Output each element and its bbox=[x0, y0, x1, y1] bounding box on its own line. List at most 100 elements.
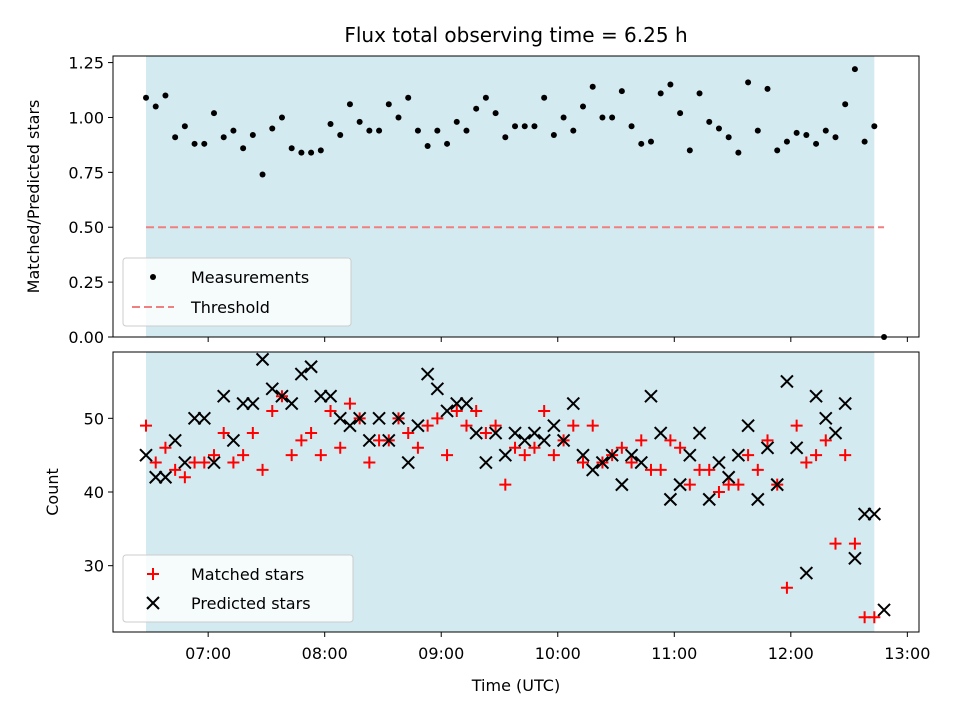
matched-star-point bbox=[207, 449, 220, 462]
predicted-star-point bbox=[440, 404, 454, 418]
predicted-star-point bbox=[479, 455, 493, 470]
measurement-point bbox=[482, 94, 489, 101]
legend-label-threshold: Threshold bbox=[190, 298, 270, 317]
measurement-point bbox=[521, 123, 528, 130]
predicted-star-point bbox=[653, 426, 668, 440]
measurement-point bbox=[249, 132, 256, 139]
matched-star-point bbox=[411, 441, 424, 454]
predicted-star-point bbox=[207, 455, 221, 470]
measurement-point bbox=[424, 143, 431, 150]
measurement-point bbox=[715, 125, 722, 132]
measurement-point bbox=[628, 123, 635, 130]
measurement-point bbox=[308, 149, 315, 156]
matched-star-point bbox=[460, 419, 473, 432]
matched-star-point bbox=[140, 419, 153, 432]
matched-star-point bbox=[305, 427, 318, 440]
measurement-point bbox=[172, 134, 179, 141]
x-tick-label: 07:00 bbox=[185, 644, 231, 663]
measurement-point bbox=[754, 127, 761, 134]
predicted-star-point bbox=[595, 455, 610, 470]
matched-star-point bbox=[703, 463, 716, 476]
matched-star-point bbox=[402, 427, 415, 440]
measurement-point bbox=[638, 140, 645, 147]
measurement-point bbox=[395, 114, 402, 121]
measurement-point bbox=[541, 94, 548, 101]
x-tick-label: 10:00 bbox=[535, 644, 581, 663]
predicted-star-point bbox=[197, 411, 211, 426]
y-tick-label: 0.25 bbox=[68, 273, 104, 292]
matched-star-point bbox=[528, 441, 541, 454]
measurement-point bbox=[143, 94, 150, 101]
matched-star-point bbox=[790, 419, 803, 432]
measurement-point bbox=[609, 114, 616, 121]
predicted-star-point bbox=[877, 603, 891, 617]
predicted-star-point bbox=[663, 492, 678, 507]
measurement-point bbox=[813, 140, 820, 147]
measurement-point bbox=[210, 110, 217, 117]
y-tick-label: 30 bbox=[84, 557, 104, 576]
measurement-point bbox=[385, 101, 392, 108]
predicted-star-point bbox=[527, 426, 542, 440]
measurement-point bbox=[473, 105, 480, 112]
predicted-star-point bbox=[149, 470, 163, 484]
measurement-point bbox=[366, 127, 373, 134]
measurement-point bbox=[269, 125, 276, 132]
measurement-point bbox=[735, 149, 742, 156]
legend-label-matched: Matched stars bbox=[191, 565, 304, 584]
measurement-point bbox=[298, 149, 305, 156]
predicted-star-point bbox=[294, 367, 309, 381]
matched-star-point bbox=[421, 419, 434, 432]
predicted-star-point bbox=[275, 389, 289, 403]
predicted-star-point bbox=[828, 426, 843, 440]
predicted-star-point bbox=[178, 455, 192, 470]
predicted-star-point bbox=[848, 551, 862, 566]
matched-star-point bbox=[742, 449, 755, 462]
y-tick-label: 1.00 bbox=[68, 108, 104, 127]
measurement-point bbox=[580, 103, 587, 110]
matched-star-point bbox=[868, 611, 881, 624]
matched-star-point bbox=[450, 404, 463, 417]
matched-star-point bbox=[674, 441, 687, 454]
predicted-star-point bbox=[498, 448, 513, 462]
predicted-star-point bbox=[586, 463, 600, 477]
measurement-point bbox=[444, 140, 451, 147]
measurement-point bbox=[793, 129, 800, 136]
predicted-star-point bbox=[644, 389, 658, 403]
measurement-point bbox=[502, 134, 509, 141]
predicted-star-point bbox=[624, 448, 639, 462]
matched-star-point bbox=[149, 456, 162, 469]
chart-title: Flux total observing time = 6.25 h bbox=[344, 23, 687, 47]
matched-star-point bbox=[246, 427, 259, 440]
predicted-star-point bbox=[556, 433, 571, 448]
predicted-star-point bbox=[702, 492, 716, 507]
measurement-point bbox=[317, 147, 324, 154]
x-tick-label: 11:00 bbox=[651, 644, 697, 663]
measurement-point bbox=[288, 145, 295, 152]
matched-star-point bbox=[479, 427, 492, 440]
bottom-y-axis-label: Count bbox=[43, 468, 62, 516]
matched-star-point bbox=[489, 419, 502, 432]
measurement-point bbox=[725, 134, 732, 141]
predicted-star-point bbox=[158, 470, 173, 484]
predicted-star-point bbox=[760, 441, 775, 455]
predicted-star-point bbox=[323, 389, 338, 403]
x-tick-label: 13:00 bbox=[884, 644, 930, 663]
predicted-star-point bbox=[751, 492, 765, 507]
predicted-star-point bbox=[459, 396, 474, 411]
predicted-star-point bbox=[284, 396, 299, 411]
measurement-point bbox=[278, 114, 285, 121]
matched-star-point bbox=[538, 404, 551, 417]
predicted-star-point bbox=[673, 477, 687, 492]
measurement-point bbox=[861, 138, 868, 145]
measurement-point bbox=[599, 114, 606, 121]
legend-marker-matched bbox=[147, 568, 159, 580]
matched-star-point bbox=[295, 434, 308, 447]
matched-star-point bbox=[683, 478, 696, 491]
measurement-point bbox=[512, 123, 519, 130]
predicted-star-point bbox=[246, 396, 260, 411]
predicted-star-point bbox=[615, 477, 629, 492]
matched-star-point bbox=[256, 463, 269, 476]
measurement-point bbox=[647, 138, 654, 145]
measurement-point bbox=[589, 83, 596, 90]
predicted-star-point bbox=[450, 396, 464, 411]
